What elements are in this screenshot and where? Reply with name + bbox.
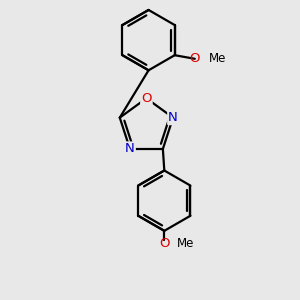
Text: O: O xyxy=(141,92,152,105)
Text: O: O xyxy=(159,237,169,250)
Text: N: N xyxy=(168,111,178,124)
Text: Me: Me xyxy=(176,237,194,250)
Text: N: N xyxy=(125,142,135,155)
Text: Me: Me xyxy=(208,52,226,65)
Text: O: O xyxy=(190,52,200,65)
